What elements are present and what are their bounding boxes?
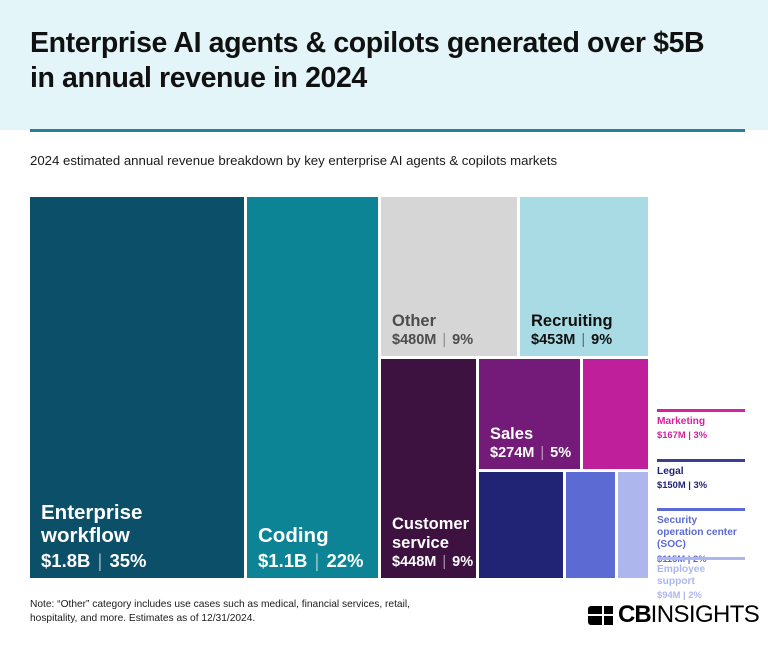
legend-item-label: Security operation center (SOC) <box>657 514 737 551</box>
treemap-cell-label: Customer service <box>392 515 470 552</box>
treemap-cell-employee-support[interactable] <box>618 472 648 578</box>
legend-item-value: $167M | 3% <box>657 428 708 440</box>
treemap-cell-value: $1.1B | 22% <box>258 549 364 571</box>
treemap-cell-value: $453M | 9% <box>531 332 613 349</box>
legend-color-rule <box>657 409 745 412</box>
treemap-cell-value: $448M | 9% <box>392 554 474 571</box>
legend-color-rule <box>657 508 745 511</box>
treemap-cell-value: $1.8B | 35% <box>41 549 147 571</box>
treemap-cell-customer-service[interactable]: Customer service $448M | 9% <box>381 359 476 578</box>
cb-insights-logo: CB INSIGHTS <box>588 601 760 629</box>
legend-item-employee-support[interactable]: Employee support $94M | 2% <box>657 557 745 601</box>
treemap-cell-enterprise-workflow[interactable]: Enterprise workflow $1.8B | 35% <box>30 197 244 578</box>
legend-item-value: $150M | 3% <box>657 478 708 490</box>
legend-color-rule <box>657 557 745 560</box>
treemap-cell-label: Recruiting <box>531 311 613 330</box>
treemap-cell-recruiting[interactable]: Recruiting $453M | 9% <box>520 197 648 356</box>
treemap-cell-legal[interactable] <box>479 472 563 578</box>
treemap-cell-label: Sales <box>490 424 534 443</box>
header-band <box>0 0 768 130</box>
page-subtitle: 2024 estimated annual revenue breakdown … <box>30 153 558 168</box>
treemap-cell-value: $274M | 5% <box>490 445 572 462</box>
treemap-cell-value: $480M | 9% <box>392 332 474 349</box>
logo-text-insights: INSIGHTS <box>650 601 760 628</box>
treemap-cell-label: Coding <box>258 524 329 548</box>
treemap-chart: Enterprise workflow $1.8B | 35% Coding $1.1… <box>30 197 648 578</box>
legend-item-value: $94M | 2% <box>657 589 702 601</box>
header-divider <box>30 129 745 132</box>
treemap-cell-label: Other <box>392 311 437 330</box>
legend-item-marketing[interactable]: Marketing $167M | 3% <box>657 409 745 441</box>
treemap-cell-other[interactable]: Other $480M | 9% <box>381 197 517 356</box>
legend-item-label: Legal <box>657 465 684 477</box>
treemap-cell-security-operation-center-soc[interactable] <box>566 472 615 578</box>
footnote: Note: “Other” category includes use case… <box>30 599 410 625</box>
legend-item-legal[interactable]: Legal $150M | 3% <box>657 459 745 491</box>
treemap-cell-sales[interactable]: Sales $274M | 5% <box>479 359 580 469</box>
cb-insights-blocks-icon <box>588 605 613 625</box>
logo-text-cb: CB <box>618 601 652 628</box>
treemap-cell-marketing[interactable] <box>583 359 648 469</box>
legend-color-rule <box>657 459 745 462</box>
page-title: Enterprise AI agents & copilots generate… <box>30 27 705 94</box>
legend-item-label: Employee support <box>657 563 706 587</box>
legend-item-label: Marketing <box>657 415 706 427</box>
treemap-cell-label: Enterprise workflow <box>41 501 143 548</box>
treemap-cell-coding[interactable]: Coding $1.1B | 22% <box>247 197 378 578</box>
